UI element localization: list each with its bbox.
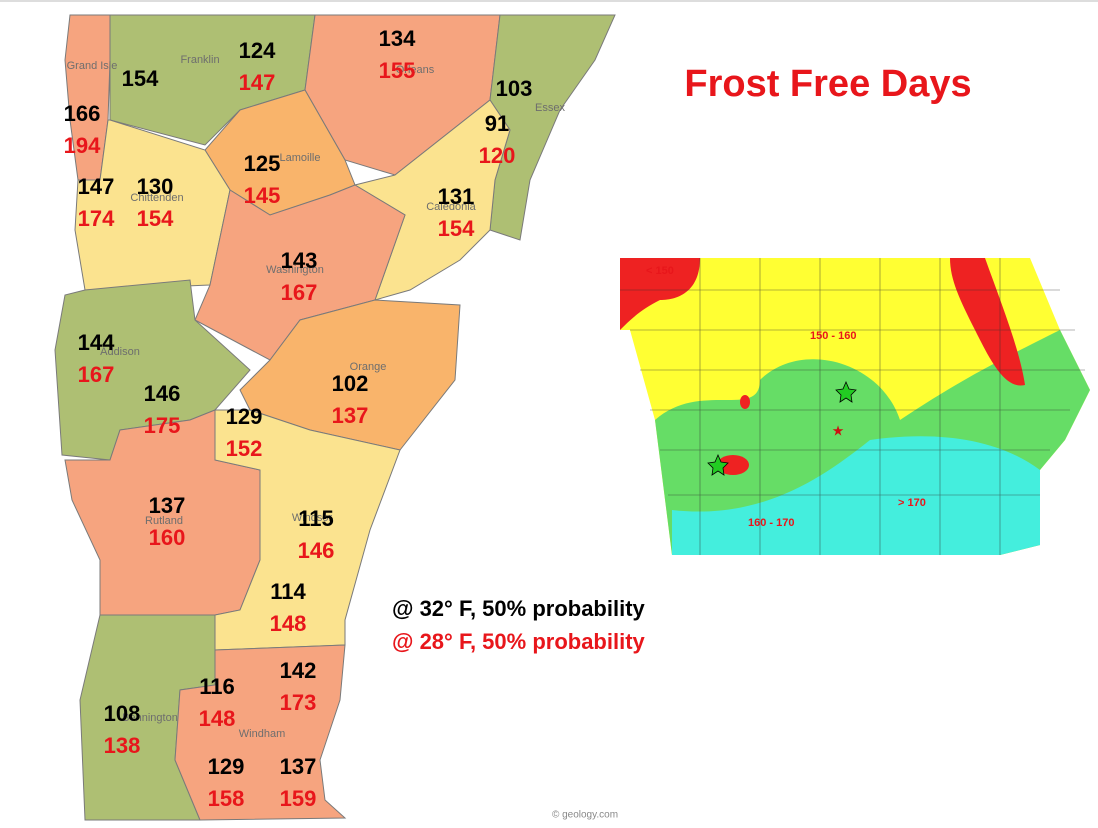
frost-days-32f: 154: [122, 66, 159, 91]
svg-text:★: ★: [832, 423, 845, 439]
county-name: Windsor: [292, 512, 333, 524]
legend-28: @ 28° F, 50% probability: [392, 629, 646, 654]
frost-days-32f: 124: [239, 38, 276, 63]
frost-days-28f: 167: [78, 362, 115, 387]
county-name: Washington: [266, 264, 324, 276]
iowa-zone-label: 160 - 170: [748, 517, 794, 529]
frost-days-28f: 120: [479, 143, 516, 168]
frost-days-32f: 91: [485, 111, 509, 136]
county-name: Orange: [350, 361, 387, 373]
title: Frost Free Days: [684, 63, 971, 105]
frost-days-32f: 143: [281, 248, 318, 273]
frost-days-28f: 147: [239, 70, 276, 95]
frost-days-32f: 129: [208, 754, 245, 779]
frost-days-32f: 130: [137, 174, 174, 199]
frost-days-28f: 146: [298, 538, 335, 563]
frost-days-32f: 129: [226, 404, 263, 429]
iowa-zone-label: < 150: [646, 265, 674, 277]
frost-days-28f: 152: [226, 436, 263, 461]
frost-days-32f: 166: [64, 101, 101, 126]
frost-days-32f: 134: [379, 26, 416, 51]
frost-days-28f: 194: [64, 133, 101, 158]
frost-days-28f: 159: [280, 786, 317, 811]
iowa-map: ★: [603, 245, 1098, 565]
frost-days-28f: 148: [270, 611, 307, 636]
legend-32: @ 32° F, 50% probability: [392, 596, 646, 621]
county-name: Franklin: [180, 54, 219, 66]
county-name: Caledonia: [426, 201, 476, 213]
frost-days-28f: 154: [137, 206, 174, 231]
county-name: Essex: [535, 102, 565, 114]
frost-days-28f: 174: [78, 206, 115, 231]
frost-days-28f: 138: [104, 733, 141, 758]
frost-days-32f: 146: [144, 381, 181, 406]
vermont-map: [54, 14, 616, 821]
county-name: Orleans: [396, 64, 435, 76]
frost-days-32f: 108: [104, 701, 141, 726]
frost-days-32f: 147: [78, 174, 115, 199]
county-name: Bennington: [122, 712, 178, 724]
frost-days-28f: 160: [149, 525, 186, 550]
frost-days-28f: 175: [144, 413, 181, 438]
frost-days-28f: 155: [379, 58, 416, 83]
frost-days-32f: 116: [199, 674, 235, 699]
frost-days-32f: 115: [298, 506, 334, 531]
frost-days-32f: 144: [78, 330, 115, 355]
frost-days-28f: 148: [199, 706, 236, 731]
labels: Frost Free Days @ 32° F, 50% probability…: [392, 63, 972, 821]
frost-days-28f: 154: [438, 216, 475, 241]
frost-days-32f: 103: [496, 76, 533, 101]
county-name: Windham: [239, 728, 285, 740]
credit: © geology.com: [552, 810, 618, 821]
county-name: Addison: [100, 346, 140, 358]
frost-days-28f: 173: [280, 690, 317, 715]
frost-days-32f: 137: [149, 493, 186, 518]
iowa-zone-label: 150 - 160: [810, 330, 856, 342]
frost-days-28f: 167: [281, 280, 318, 305]
county-name: Grand Isle: [67, 60, 118, 72]
frost-days-32f: 125: [244, 151, 281, 176]
frost-days-32f: 137: [280, 754, 317, 779]
frost-days-28f: 158: [208, 786, 245, 811]
frost-days-28f: 137: [332, 403, 369, 428]
frost-days-32f: 102: [332, 371, 369, 396]
frost-days-32f: 142: [280, 658, 317, 683]
frost-days-28f: 145: [244, 183, 281, 208]
county-name: Rutland: [145, 515, 183, 527]
frost-days-32f: 131: [438, 184, 475, 209]
county-name: Lamoille: [280, 152, 321, 164]
iowa-zone-label: > 170: [898, 497, 926, 509]
county-name: Chittenden: [130, 192, 183, 204]
frost-days-32f: 114: [270, 579, 306, 604]
